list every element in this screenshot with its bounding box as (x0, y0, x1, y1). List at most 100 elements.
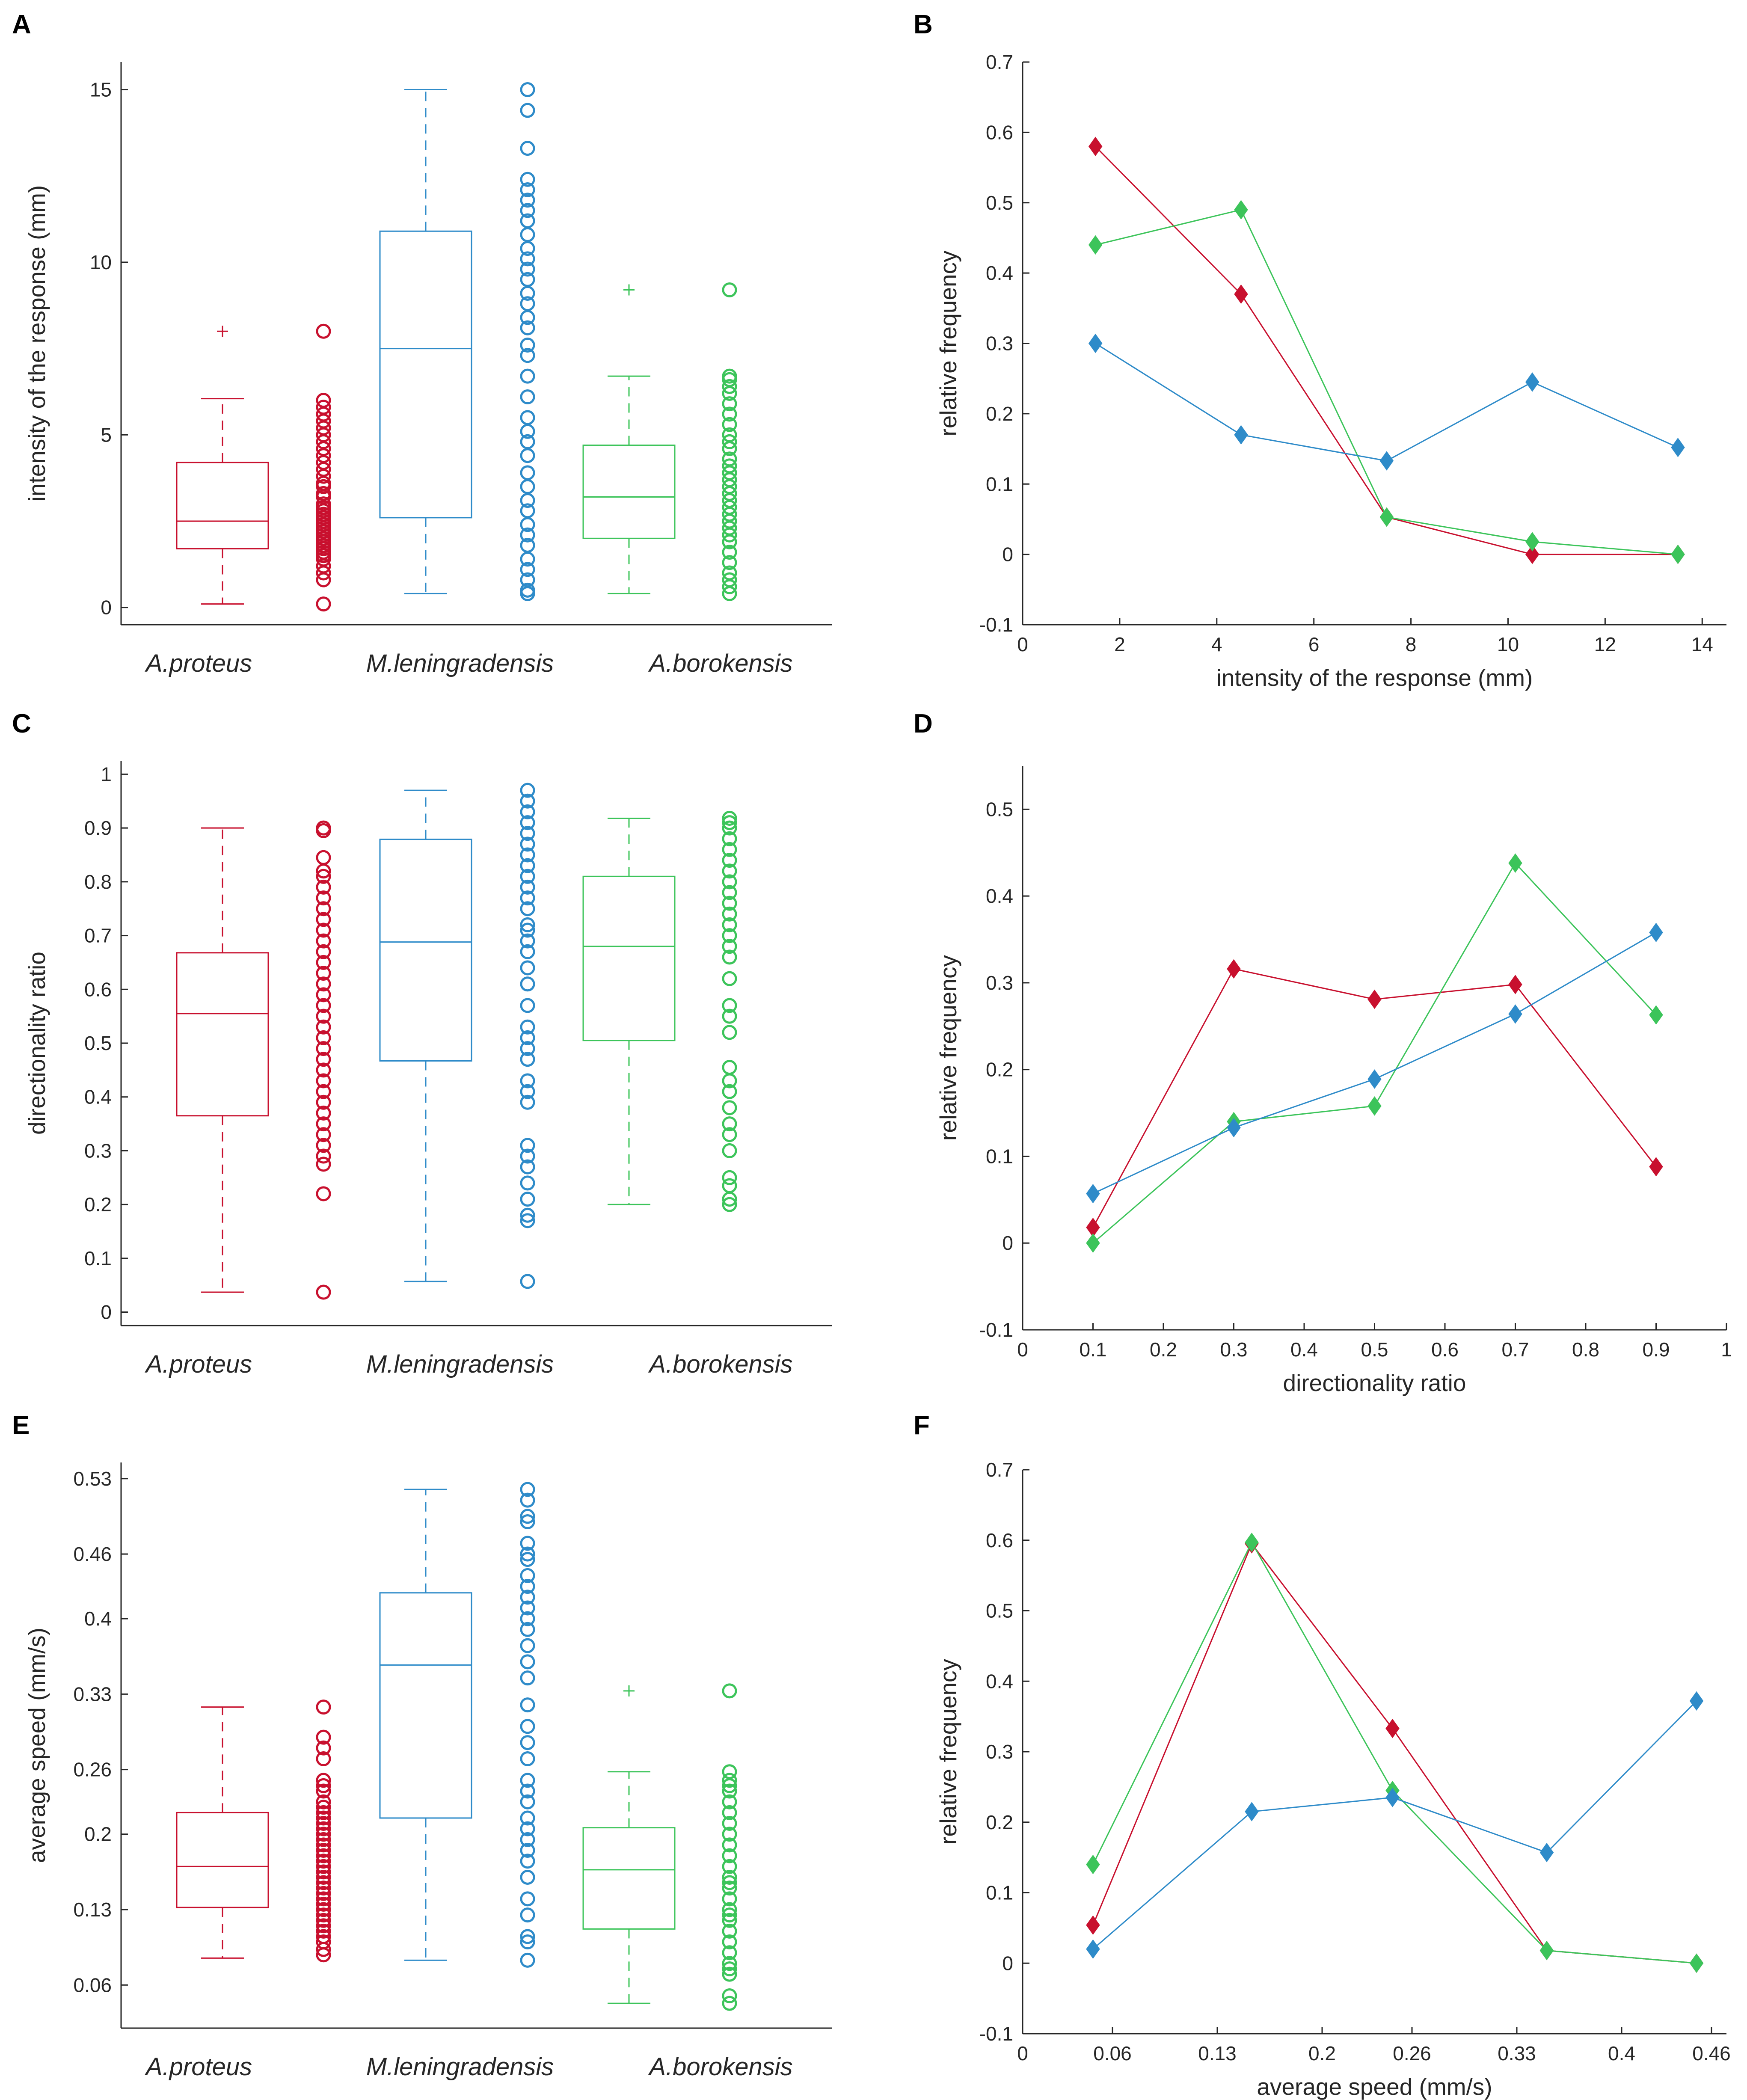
y-tick-label: 0.4 (84, 1086, 112, 1108)
data-point (722, 853, 737, 868)
data-point (316, 869, 331, 884)
data-point (520, 410, 535, 425)
x-axis-label: average speed (mm/s) (1257, 2073, 1492, 2100)
data-point (520, 1509, 535, 1524)
y-tick-label: 15 (90, 79, 112, 101)
y-tick-label: 0 (101, 596, 112, 619)
data-point (520, 1907, 535, 1923)
y-tick-label: 10 (90, 251, 112, 273)
y-tick-label: 0 (1002, 543, 1013, 566)
data-point (316, 1105, 331, 1121)
y-tick-label: -0.1 (979, 1319, 1013, 1341)
x-tick-label: 0.1 (1080, 1338, 1107, 1361)
category-label: A.borokensis (648, 2053, 792, 2081)
series-line (1095, 146, 1678, 555)
data-point (316, 1907, 331, 1923)
x-tick-label: 0.46 (1692, 2042, 1731, 2064)
data-point (316, 987, 331, 1003)
y-tick-label: 0.26 (73, 1759, 112, 1781)
data-point (520, 527, 535, 543)
x-tick-label: 0.8 (1572, 1338, 1599, 1361)
data-point (316, 1284, 331, 1300)
y-tick-label: 0.6 (986, 121, 1013, 143)
y-tick-label: 0.5 (84, 1032, 112, 1054)
y-tick-label: 0.06 (73, 1974, 112, 1996)
box-series-2 (582, 811, 737, 1212)
data-point (520, 1546, 535, 1562)
data-point (316, 820, 331, 836)
data-point (520, 82, 535, 98)
data-point (520, 1751, 535, 1766)
y-tick-label: 0.33 (73, 1683, 112, 1705)
data-point (722, 1881, 737, 1896)
outlier-marker (623, 1685, 635, 1697)
data-point (316, 1864, 331, 1880)
data-point (520, 251, 535, 267)
data-point (722, 1988, 737, 2003)
data-point (722, 1008, 737, 1024)
data-point (520, 804, 535, 819)
data-point (316, 1913, 331, 1928)
data-point (520, 901, 535, 917)
x-tick-label: 10 (1497, 633, 1519, 656)
data-point (722, 1143, 737, 1158)
box-series-1 (379, 82, 535, 601)
diamond-marker (1245, 1802, 1259, 1821)
data-point (722, 863, 737, 879)
category-label: M.leningradensis (366, 2053, 554, 2081)
data-point (316, 966, 331, 981)
diamond-marker (1649, 922, 1663, 943)
data-point (722, 555, 737, 570)
data-point (316, 1019, 331, 1035)
box-series-2 (582, 1683, 737, 2011)
category-label: A.borokensis (648, 650, 792, 677)
data-point (316, 1859, 331, 1874)
data-point (722, 1837, 737, 1853)
data-point (316, 1041, 331, 1056)
x-tick-label: 0.3 (1220, 1338, 1248, 1361)
box-iqr (379, 1592, 472, 1819)
y-tick-label: 0.5 (986, 798, 1013, 820)
data-point (520, 572, 535, 587)
x-axis-label: intensity of the response (mm) (1216, 664, 1533, 691)
data-point (520, 1622, 535, 1637)
series-line (1095, 209, 1678, 555)
data-point (722, 1197, 737, 1212)
data-point (520, 1934, 535, 1950)
data-point (316, 400, 331, 415)
x-tick-label: 0.4 (1608, 2042, 1635, 2064)
data-point (316, 1030, 331, 1045)
data-point (722, 1902, 737, 1917)
data-point (520, 320, 535, 335)
series-line (1092, 1700, 1697, 1950)
data-point (316, 1084, 331, 1099)
x-tick-label: 0.33 (1498, 2042, 1536, 2064)
data-point (316, 393, 331, 408)
data-point (520, 1854, 535, 1869)
data-point (722, 1961, 737, 1977)
diamond-marker (1234, 425, 1248, 445)
y-tick-label: 0.1 (986, 1882, 1013, 1904)
data-point (316, 1918, 331, 1934)
box-series-2 (582, 282, 737, 601)
data-point (520, 582, 535, 598)
data-point (722, 831, 737, 846)
category-label: A.proteus (145, 2053, 252, 2081)
data-point (520, 1514, 535, 1529)
data-point (316, 323, 331, 339)
diamond-marker (1385, 1718, 1400, 1738)
diamond-marker (1379, 451, 1394, 471)
line-series-2 (1086, 1691, 1704, 1959)
y-tick-label: 0.8 (84, 871, 112, 893)
y-tick-label: 0.2 (84, 1193, 112, 1216)
data-point (316, 1073, 331, 1089)
data-point (520, 348, 535, 363)
data-point (722, 1683, 737, 1699)
x-tick-label: 8 (1406, 633, 1417, 656)
data-point (316, 890, 331, 906)
data-point (722, 885, 737, 900)
diamond-marker (1088, 333, 1103, 353)
line-series-1 (1086, 1532, 1704, 1973)
diamond-marker (1086, 1939, 1100, 1959)
data-point (316, 1116, 331, 1132)
